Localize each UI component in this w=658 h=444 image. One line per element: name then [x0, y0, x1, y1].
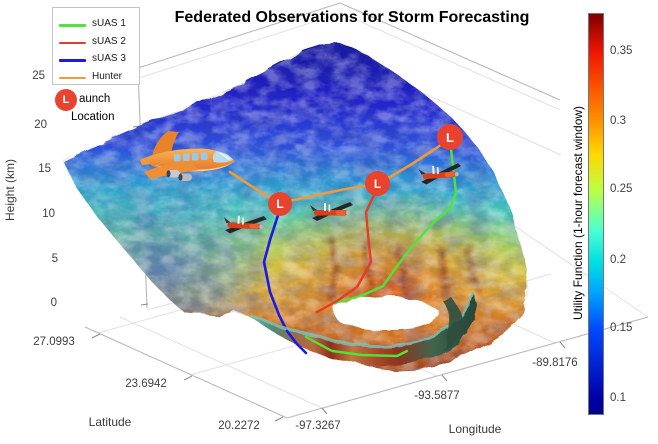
hunter-path — [228, 136, 452, 205]
z-tick: 15 — [38, 163, 51, 175]
z-tick: 10 — [42, 208, 55, 220]
legend-item-hunter: Hunter — [59, 71, 137, 85]
launch-annotation-text: aunch — [79, 93, 111, 105]
legend-line-sample — [59, 76, 86, 80]
launch-site-marker-2: L — [365, 171, 390, 196]
colorbar-label: Utility Function (1-hour forecast window… — [571, 105, 585, 321]
legend-item-suas1: sUAS 1 — [59, 18, 137, 32]
suas3-rim-segment — [285, 329, 308, 355]
legend-label: Hunter — [92, 70, 123, 82]
x-axis-label: Longitude — [448, 422, 502, 436]
flight-paths — [228, 136, 458, 333]
colorbar-tick: 0.15 — [610, 322, 633, 334]
suas1-front-segment — [304, 335, 409, 358]
legend-label: sUAS 2 — [92, 35, 126, 47]
chart-title: Federated Observations for Storm Forecas… — [174, 9, 530, 26]
lat-tick: 23.6942 — [125, 378, 167, 390]
axis-rulers — [84, 2, 649, 419]
legend-line-sample — [59, 24, 86, 27]
legend-label: sUAS 3 — [92, 53, 126, 64]
z-tick: 5 — [51, 253, 58, 265]
suas3-path — [262, 207, 289, 333]
y-axis-label: Latitude — [88, 415, 132, 429]
legend-item-suas2: sUAS 2 — [59, 36, 137, 50]
launch-annotation-marker: L — [55, 89, 77, 111]
legend-line-sample — [59, 59, 86, 62]
legend: sUAS 1 sUAS 2 sUAS 3 Hunter — [52, 7, 140, 85]
z-tick: 0 — [50, 297, 57, 309]
z-tick: 25 — [32, 70, 45, 82]
legend-item-suas3: sUAS 3 — [59, 53, 137, 67]
latitude-axis-line — [84, 326, 288, 419]
colorbar — [588, 13, 604, 415]
lat-tick: 20.2272 — [218, 420, 260, 432]
colorbar-tick: 0.25 — [610, 183, 633, 195]
colorbar-tick: 0.2 — [610, 254, 626, 266]
legend-line-sample — [59, 41, 86, 45]
longitude-axis-line — [286, 316, 649, 419]
suas2-path — [315, 187, 379, 314]
lat-tick: 27.0993 — [33, 336, 75, 348]
suas1-path — [329, 138, 458, 306]
legend-label: sUAS 1 — [92, 18, 126, 29]
hunter-aircraft — [140, 131, 235, 181]
colorbar-tick: 0.35 — [610, 45, 633, 57]
colorbar-tick: 0.1 — [610, 392, 626, 404]
z-tick: 20 — [34, 119, 47, 131]
lon-tick: -93.5877 — [414, 390, 460, 402]
launch-site-marker-1: L — [268, 192, 292, 216]
lon-tick: -97.3267 — [295, 420, 341, 432]
z-axis-label: Height (km) — [3, 159, 17, 222]
colorbar-tick: 0.3 — [610, 115, 626, 127]
launch-site-marker-3: L — [437, 124, 463, 150]
crater — [249, 290, 478, 366]
lon-tick: -89.8176 — [532, 357, 578, 369]
launch-annotation-text: Location — [71, 111, 115, 123]
